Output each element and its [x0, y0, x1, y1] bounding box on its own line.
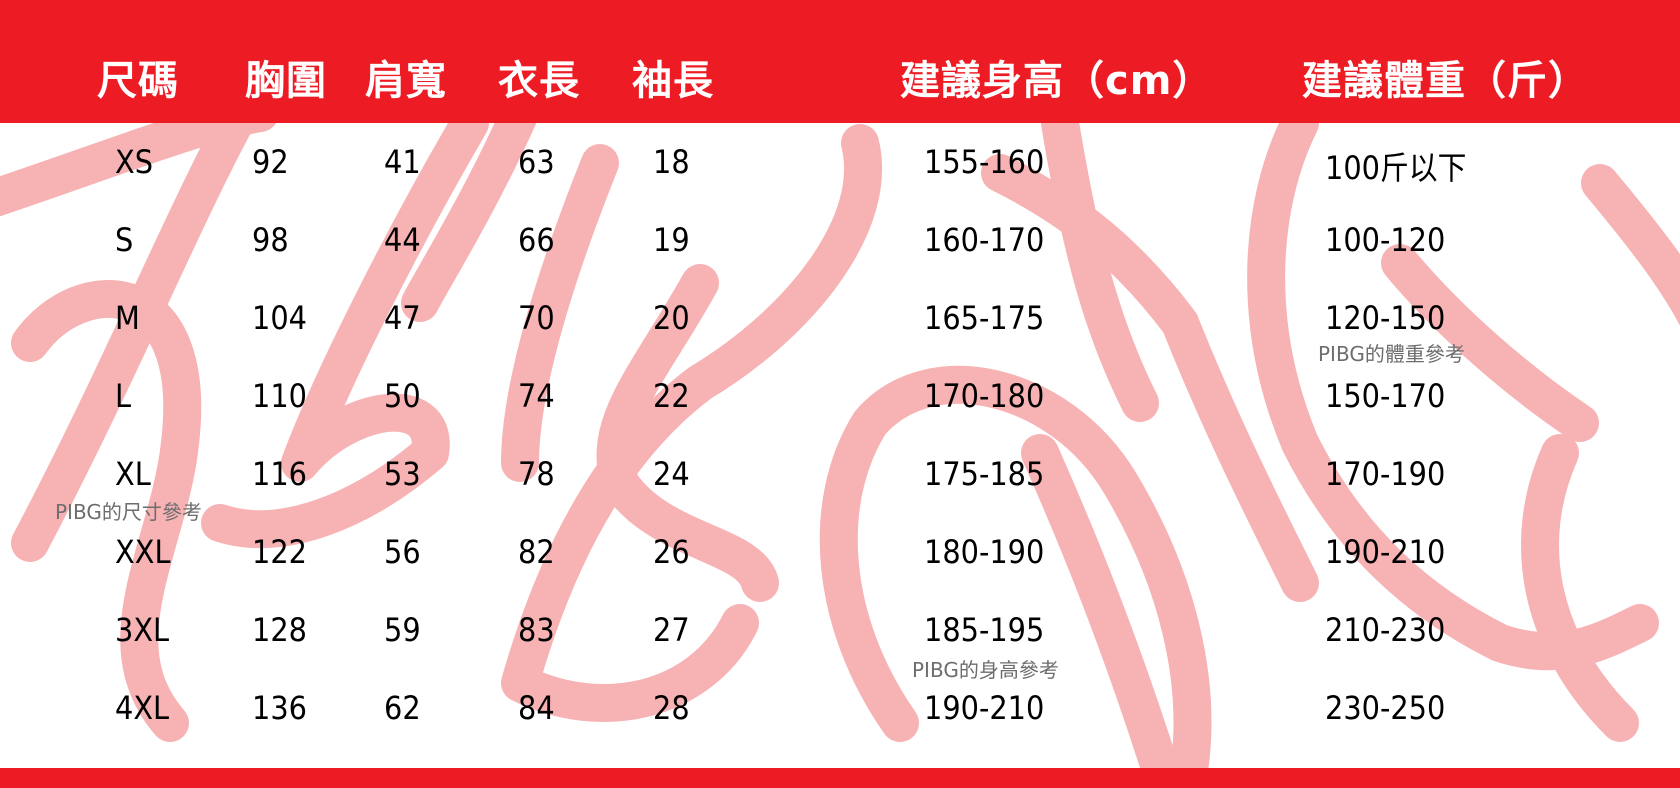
cell-weight: 120-150 — [1325, 299, 1446, 337]
header-height: 建議身高（cm） — [900, 58, 1214, 104]
cell-height: 175-185 — [924, 455, 1045, 493]
cell-sleeve: 28 — [653, 689, 690, 727]
header-weight: 建議體重（斤） — [1302, 58, 1589, 104]
footer-bar — [0, 768, 1680, 788]
cell-sleeve: 19 — [653, 221, 690, 259]
cell-length: 70 — [518, 299, 555, 337]
cell-size: 4XL — [115, 689, 170, 727]
cell-chest: 136 — [252, 689, 307, 727]
cell-shoulder: 53 — [384, 455, 421, 493]
cell-size: S — [115, 221, 134, 259]
header-sleeve: 袖長 — [632, 58, 714, 104]
cell-chest: 128 — [252, 611, 307, 649]
cell-length: 78 — [518, 455, 555, 493]
cell-size: XL — [115, 455, 151, 493]
weight-reference-note: PIBG的體重參考 — [1318, 342, 1465, 366]
cell-weight: 100-120 — [1325, 221, 1446, 259]
cell-shoulder: 47 — [384, 299, 421, 337]
cell-chest: 110 — [252, 377, 307, 415]
header-shoulder: 肩寬 — [365, 58, 447, 104]
cell-height: 185-195 — [924, 611, 1045, 649]
header-size: 尺碼 — [97, 58, 179, 104]
cell-length: 66 — [518, 221, 555, 259]
cell-shoulder: 56 — [384, 533, 421, 571]
cell-sleeve: 22 — [653, 377, 690, 415]
cell-weight: 100斤以下 — [1325, 149, 1467, 187]
cell-chest: 92 — [252, 143, 289, 181]
cell-height: 190-210 — [924, 689, 1045, 727]
header-length: 衣長 — [498, 58, 580, 104]
cell-shoulder: 41 — [384, 143, 421, 181]
cell-size: L — [115, 377, 132, 415]
cell-height: 165-175 — [924, 299, 1045, 337]
cell-chest: 104 — [252, 299, 307, 337]
cell-shoulder: 59 — [384, 611, 421, 649]
cell-height: 160-170 — [924, 221, 1045, 259]
cell-length: 74 — [518, 377, 555, 415]
cell-weight: 150-170 — [1325, 377, 1446, 415]
cell-height: 170-180 — [924, 377, 1045, 415]
cell-sleeve: 24 — [653, 455, 690, 493]
size-reference-note: PIBG的尺寸參考 — [55, 500, 202, 524]
cell-length: 84 — [518, 689, 555, 727]
cell-size: M — [115, 299, 140, 337]
cell-weight: 210-230 — [1325, 611, 1446, 649]
cell-height: 155-160 — [924, 143, 1045, 181]
cell-sleeve: 26 — [653, 533, 690, 571]
cell-size: 3XL — [115, 611, 170, 649]
cell-weight: 230-250 — [1325, 689, 1446, 727]
height-reference-note: PIBG的身高參考 — [912, 658, 1059, 682]
cell-chest: 98 — [252, 221, 289, 259]
cell-sleeve: 18 — [653, 143, 690, 181]
cell-length: 63 — [518, 143, 555, 181]
cell-length: 83 — [518, 611, 555, 649]
cell-sleeve: 27 — [653, 611, 690, 649]
cell-size: XXL — [115, 533, 171, 571]
cell-length: 82 — [518, 533, 555, 571]
cell-chest: 122 — [252, 533, 307, 571]
cell-weight: 190-210 — [1325, 533, 1446, 571]
cell-weight: 170-190 — [1325, 455, 1446, 493]
cell-chest: 116 — [252, 455, 307, 493]
cell-shoulder: 44 — [384, 221, 421, 259]
cell-sleeve: 20 — [653, 299, 690, 337]
cell-shoulder: 62 — [384, 689, 421, 727]
cell-height: 180-190 — [924, 533, 1045, 571]
watermark-scribble — [0, 123, 1680, 768]
cell-size: XS — [115, 143, 154, 181]
header-bar: 尺碼 胸圍 肩寬 衣長 袖長 建議身高（cm） 建議體重（斤） — [0, 0, 1680, 123]
header-chest: 胸圍 — [245, 58, 327, 104]
cell-shoulder: 50 — [384, 377, 421, 415]
